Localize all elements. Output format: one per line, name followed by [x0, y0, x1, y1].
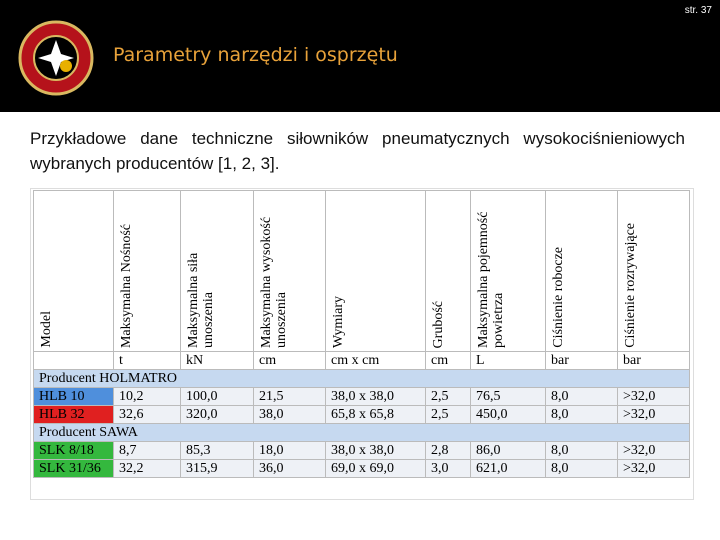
model-cell: SLK 31/36 [33, 459, 114, 478]
data-row: HLB 32 32,6 320,0 38,0 65,8 x 65,8 2,5 450,0 8,… [33, 405, 690, 424]
units-cell: L [470, 351, 546, 370]
header-cell: Maksymalna wysokość unoszenia [253, 190, 326, 352]
data-cell: 21,5 [253, 387, 326, 406]
data-cell: 8,0 [545, 387, 618, 406]
units-cell: cm x cm [325, 351, 426, 370]
header-text: Maksymalna wysokość unoszenia [259, 216, 289, 348]
units-cell: bar [545, 351, 618, 370]
data-cell: 320,0 [180, 405, 254, 424]
section-title: Producent SAWA [33, 423, 690, 442]
data-cell: 450,0 [470, 405, 546, 424]
units-cell: t [113, 351, 181, 370]
units-cell [33, 351, 114, 370]
header-cell: Wymiary [325, 190, 426, 352]
body-text: Przykładowe dane techniczne siłowników p… [30, 129, 685, 173]
section-row: Producent SAWA [33, 423, 690, 442]
header-text: Maksymalna Nośność [119, 223, 134, 348]
data-cell: 38,0 x 38,0 [325, 387, 426, 406]
data-cell: 65,8 x 65,8 [325, 405, 426, 424]
data-cell: 36,0 [253, 459, 326, 478]
data-row: SLK 8/18 8,7 85,3 18,0 38,0 x 38,0 2,8 86,0 8,0… [33, 441, 690, 460]
data-cell: 621,0 [470, 459, 546, 478]
data-cell: 18,0 [253, 441, 326, 460]
units-cell: cm [253, 351, 326, 370]
data-cell: 76,5 [470, 387, 546, 406]
table-frame [30, 188, 694, 500]
header-text: Model [39, 311, 54, 348]
header-text: Wymiary [331, 295, 346, 348]
data-row: HLB 10 10,2 100,0 21,5 38,0 x 38,0 2,5 76,5 8,0… [33, 387, 690, 406]
header-cell: Ciśnienie robocze [545, 190, 618, 352]
slide-title: Parametry narzędzi i osprzętu [113, 44, 398, 66]
logo [18, 20, 94, 96]
header-cell: Maksymalna Nośność [113, 190, 181, 352]
data-cell: >32,0 [617, 387, 690, 406]
model-cell: HLB 32 [33, 405, 114, 424]
header-text: Maksymalna siła unoszenia [186, 252, 216, 348]
header-cell: Model [33, 190, 114, 352]
data-cell: 69,0 x 69,0 [325, 459, 426, 478]
data-cell: 10,2 [113, 387, 181, 406]
data-cell: 8,7 [113, 441, 181, 460]
header-text: Ciśnienie rozrywające [623, 223, 638, 348]
section-row: Producent HOLMATRO [33, 369, 690, 388]
header-cell: Maksymalna pojemność powietrza [470, 190, 546, 352]
data-cell: 32,2 [113, 459, 181, 478]
header-cell: Maksymalna siła unoszenia [180, 190, 254, 352]
data-cell: 2,5 [425, 387, 471, 406]
header-row: Model Maksymalna Nośność Maksymalna siła u… [33, 190, 690, 352]
data-cell: 100,0 [180, 387, 254, 406]
header-band: str. 37 Parametry narzędzi i osprzętu [0, 0, 720, 112]
header-cell: Grubość [425, 190, 471, 352]
header-text: Ciśnienie robocze [551, 247, 566, 348]
units-cell: kN [180, 351, 254, 370]
model-cell: HLB 10 [33, 387, 114, 406]
data-cell: 85,3 [180, 441, 254, 460]
header-cell: Ciśnienie rozrywające [617, 190, 690, 352]
data-cell: 38,0 [253, 405, 326, 424]
data-cell: >32,0 [617, 405, 690, 424]
data-cell: 3,0 [425, 459, 471, 478]
units-cell: bar [617, 351, 690, 370]
data-cell: 86,0 [470, 441, 546, 460]
data-cell: 38,0 x 38,0 [325, 441, 426, 460]
data-cell: 32,6 [113, 405, 181, 424]
data-cell: 8,0 [545, 405, 618, 424]
header-text: Grubość [431, 300, 446, 348]
units-cell: cm [425, 351, 471, 370]
data-cell: 8,0 [545, 441, 618, 460]
data-cell: 315,9 [180, 459, 254, 478]
header-text: Maksymalna pojemność powietrza [476, 211, 506, 348]
data-cell: 2,8 [425, 441, 471, 460]
data-cell: >32,0 [617, 459, 690, 478]
data-cell: >32,0 [617, 441, 690, 460]
section-title: Producent HOLMATRO [33, 369, 690, 388]
data-row: SLK 31/36 32,2 315,9 36,0 69,0 x 69,0 3,0 621,… [33, 459, 690, 478]
data-cell: 8,0 [545, 459, 618, 478]
model-cell: SLK 8/18 [33, 441, 114, 460]
page-number: str. 37 [684, 5, 712, 16]
data-table: Model Maksymalna Nośność Maksymalna siła u… [33, 190, 690, 478]
data-cell: 2,5 [425, 405, 471, 424]
